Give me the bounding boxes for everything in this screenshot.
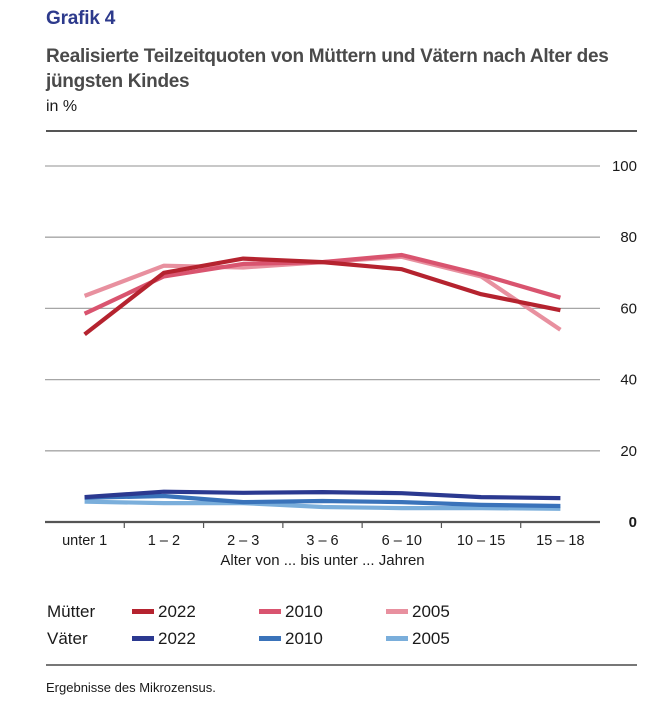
legend-swatch [386,609,408,614]
legend-swatch [259,636,281,641]
y-tick-label: 0 [629,514,637,531]
x-tick-label: unter 1 [62,533,107,549]
legend-item: 2005 [386,629,513,649]
x-axis-title: Alter von ... bis unter ... Jahren [220,552,425,569]
bottom-rule [46,664,637,666]
legend-item: 2005 [386,602,513,622]
legend-item: 2010 [259,602,386,622]
series-line [83,254,562,332]
y-tick-label: 80 [620,229,637,246]
x-tick-label: 6 – 10 [382,533,422,549]
legend-row-mutter: Mütter 2022 2010 2005 [47,598,513,625]
series-line [83,256,561,337]
chart-unit: in % [46,98,78,115]
legend-swatch [132,636,154,641]
x-tick-label: 10 – 15 [457,533,505,549]
y-tick-label: 20 [620,443,637,460]
series-line [84,489,561,501]
series-line [84,493,561,509]
x-tick-label: 15 – 18 [536,533,584,549]
legend-swatch [132,609,154,614]
legend-item: 2022 [132,602,259,622]
legend-item: 2022 [132,629,259,649]
legend-label: 2005 [412,601,450,621]
footnote: Ergebnisse des Mikrozensus. [46,680,216,695]
gridlines [45,165,600,452]
legend-group-label: Mütter [47,601,96,621]
chart-title: Realisierte Teilzeitquoten von Müttern u… [46,46,609,92]
legend-label: 2010 [285,601,323,621]
series-line [84,499,561,511]
chart-kicker: Grafik 4 [46,8,116,29]
series-lines [83,252,562,511]
legend-group-label: Väter [47,628,88,648]
legend-row-vater: Väter 2022 2010 2005 [47,625,513,652]
legend-swatch [259,609,281,614]
y-tick-label: 40 [620,372,637,389]
legend-label: 2005 [412,628,450,648]
x-tick-label: 3 – 6 [306,533,338,549]
legend-label: 2010 [285,628,323,648]
legend: Mütter 2022 2010 2005 Väter 2022 2010 20… [47,598,513,652]
y-tick-label: 60 [620,300,637,317]
legend-item: 2010 [259,629,386,649]
legend-label: 2022 [158,628,196,648]
y-tick-label: 100 [612,158,637,175]
y-axis-ticks: 0 20 40 60 80 100 [612,158,637,531]
top-rule [46,130,637,132]
line-chart: 0 20 40 60 80 100 unter 1 1 – 2 2 – 3 3 – 6 6 – 1… [45,158,637,549]
x-axis: unter 1 1 – 2 2 – 3 3 – 6 6 – 10 10 – 15 15 – … [45,520,600,549]
x-tick-label: 1 – 2 [148,533,180,549]
x-tick-label: 2 – 3 [227,533,259,549]
legend-label: 2022 [158,601,196,621]
legend-swatch [386,636,408,641]
